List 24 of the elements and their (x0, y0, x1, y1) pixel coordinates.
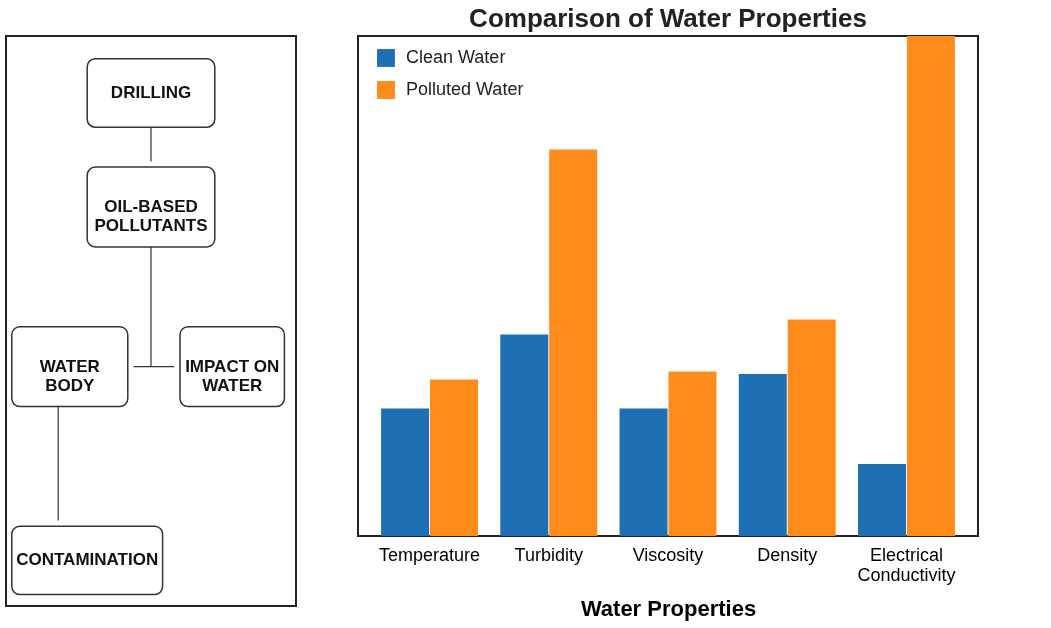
x-tick-label: Electrical Conductivity (857, 544, 956, 585)
x-tick-label: Density (757, 544, 818, 565)
x-tick-label: Turbidity (514, 544, 583, 565)
text: DRILLING (110, 83, 192, 102)
legend-label: Polluted Water (406, 79, 524, 99)
bar (858, 464, 906, 536)
bar (381, 408, 430, 536)
bar (430, 379, 478, 536)
bar (500, 334, 549, 536)
bar (738, 374, 787, 536)
bar (619, 408, 668, 536)
x-axis-title: Water Properties (580, 595, 757, 621)
bar (668, 371, 717, 536)
text: IMPACT ON WATER (185, 356, 280, 395)
bar (549, 149, 598, 536)
x-tick-label: Temperature (379, 544, 481, 565)
bar (787, 319, 836, 536)
text: CONTAMINATION (16, 550, 159, 570)
legend-label: Clean Water (406, 47, 506, 67)
text: WATER BODY (39, 356, 100, 395)
bar (906, 36, 955, 536)
x-tick-label: Viscosity (632, 544, 704, 565)
text: OIL-BASED POLLUTANTS (94, 197, 208, 235)
chart-title: Comparison of Water Properties (469, 3, 867, 33)
